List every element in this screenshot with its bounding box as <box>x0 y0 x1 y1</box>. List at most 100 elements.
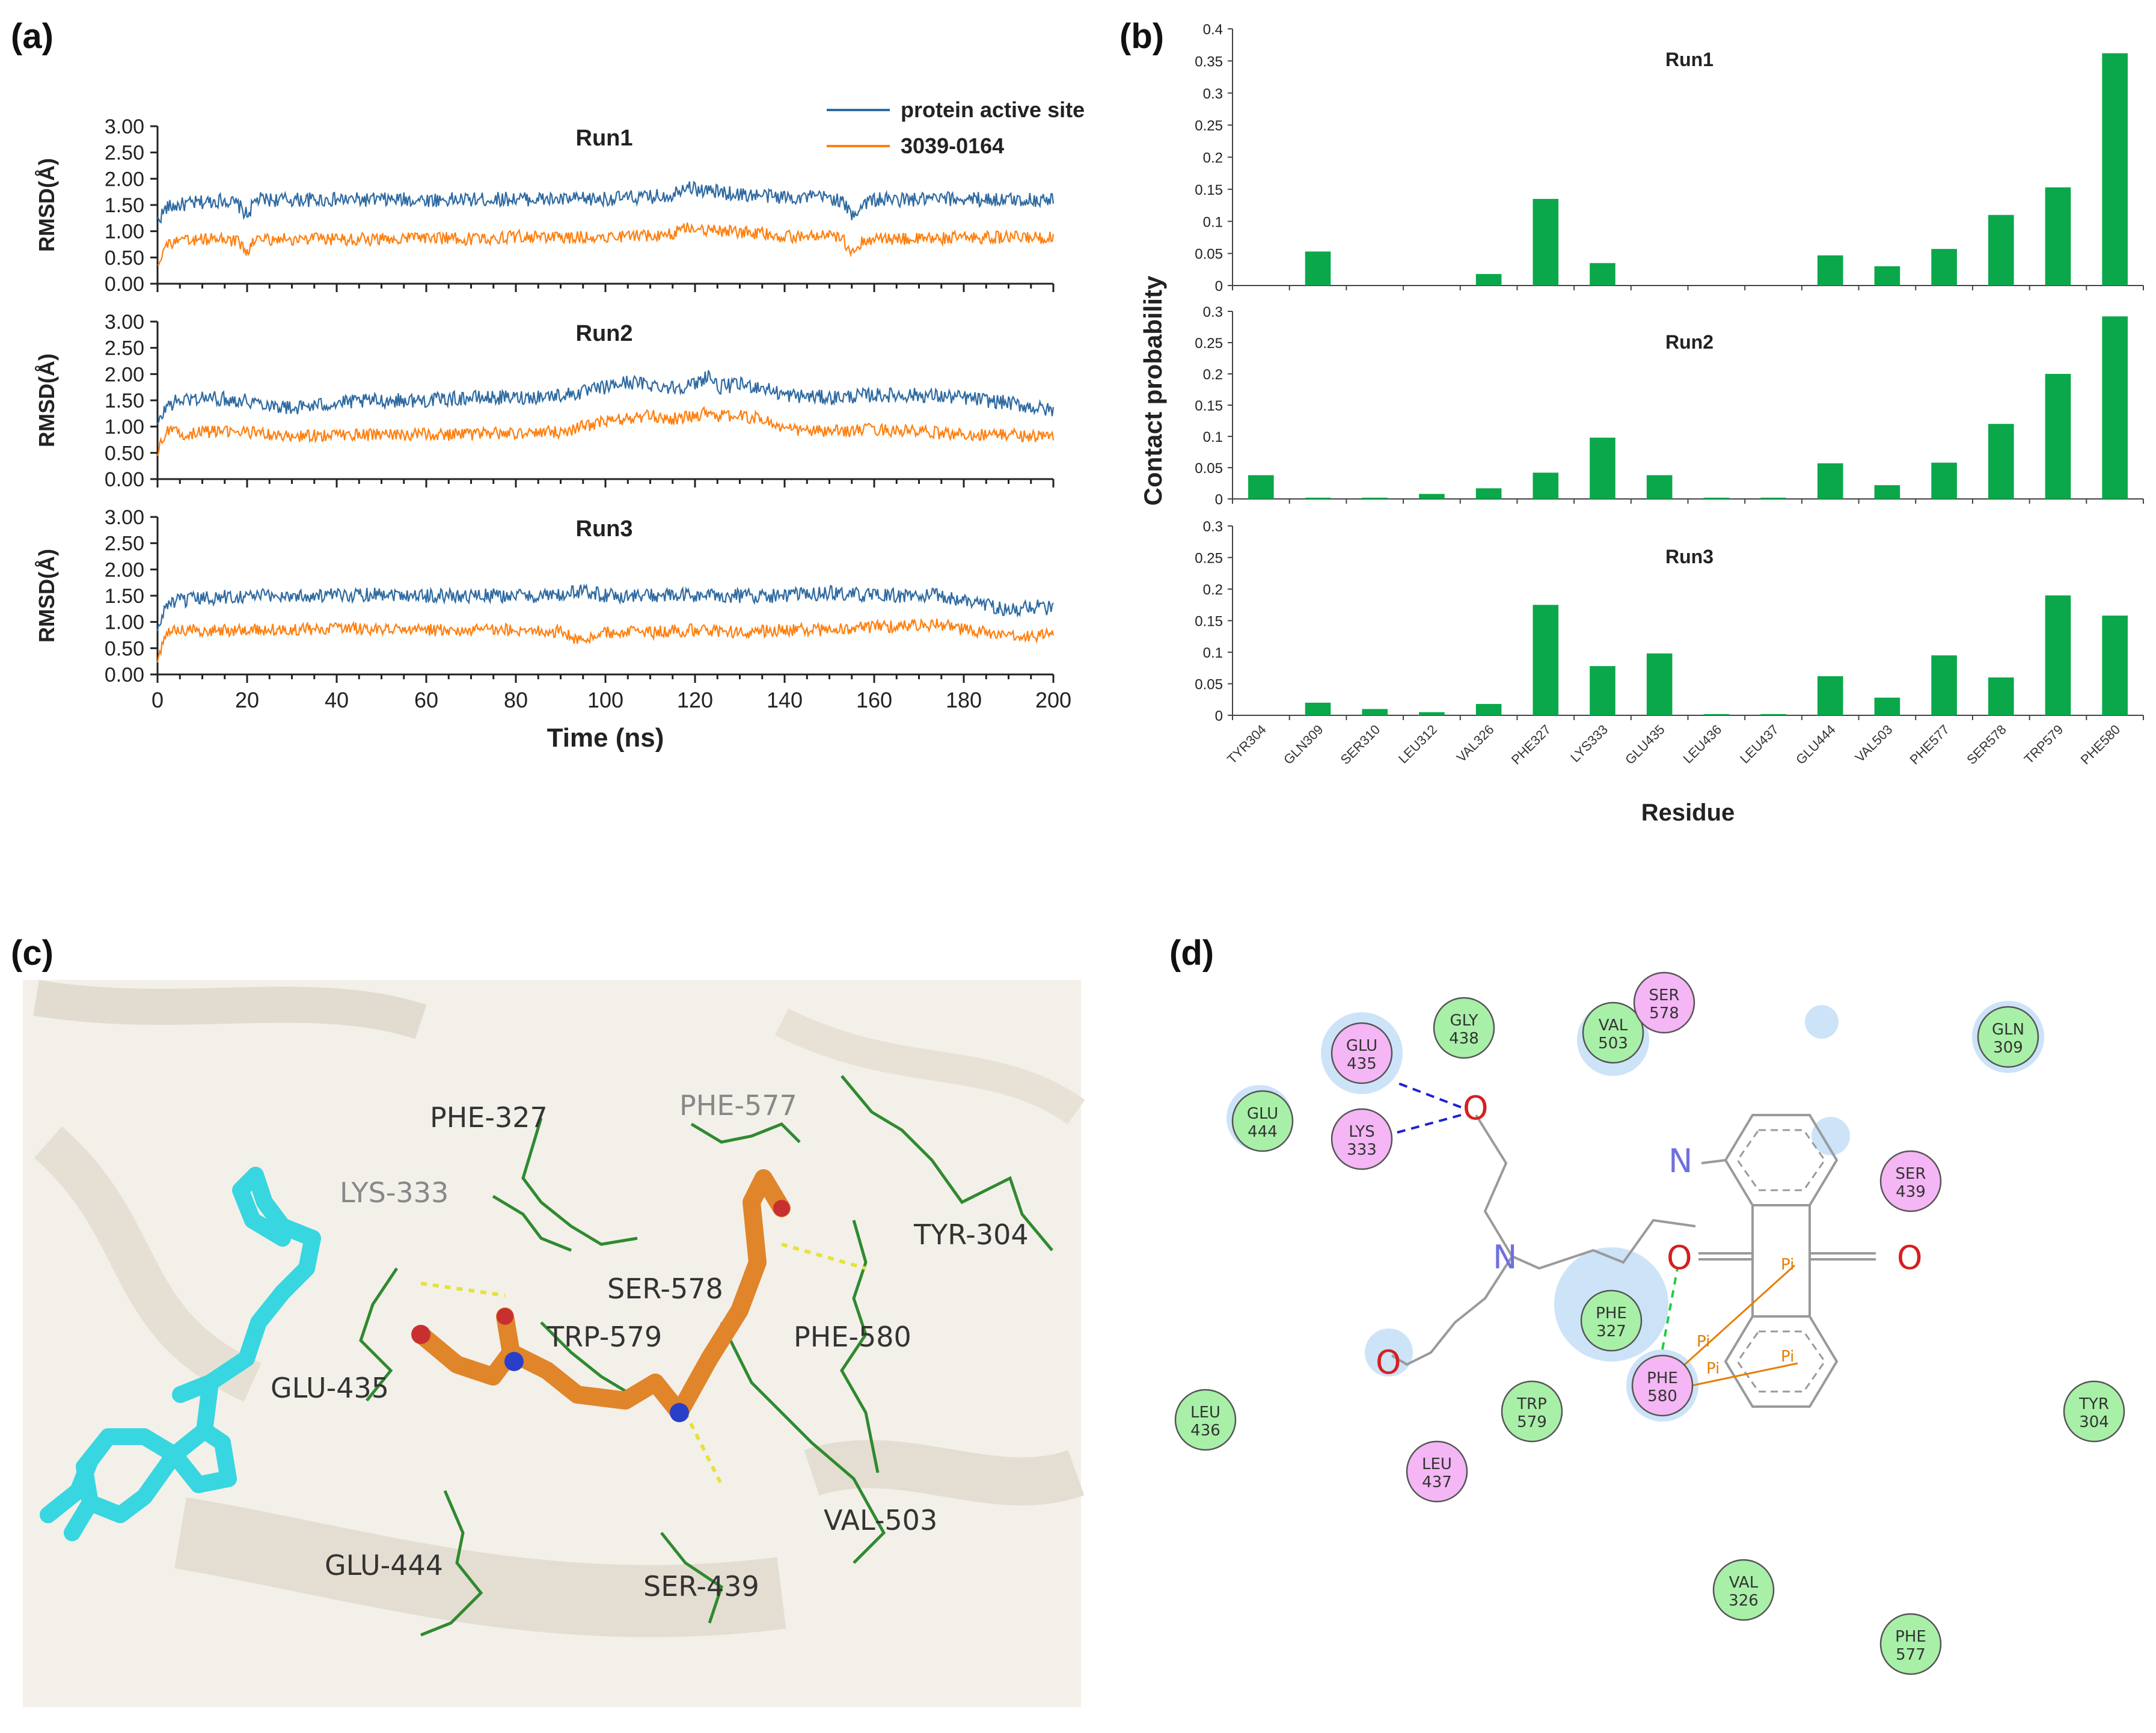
bar-gln309 <box>1305 251 1331 286</box>
y-tick-label: 0.00 <box>105 273 144 296</box>
bar-val503 <box>1874 485 1900 499</box>
rmsd-series-line <box>156 617 1055 663</box>
panel-letter-b: (b) <box>1119 17 1164 56</box>
y-tick-label: 0.3 <box>1203 519 1223 535</box>
y-tick-label: 0.2 <box>1203 582 1223 598</box>
category-label: PHE327 <box>1508 722 1554 768</box>
x-tick-label: 180 <box>946 688 982 712</box>
category-label: LEU437 <box>1737 722 1781 766</box>
nitrogen-label: N <box>1493 1238 1517 1276</box>
cyan-ligand <box>40 1167 321 1541</box>
residue-phe-577 <box>1879 1613 1942 1675</box>
bar-ser578 <box>1988 215 2014 286</box>
contact-probability-chart: 0 0.05 0.1 0.15 0.2 0.25 0.3 0.35 0.4 Run1 0 0.05 0.… <box>1139 22 2144 826</box>
bar-glu444 <box>1817 676 1843 715</box>
y-tick-label: 1.00 <box>105 416 144 439</box>
y-tick-label: 0.50 <box>105 442 144 465</box>
x-tick-label: 40 <box>325 688 349 712</box>
y-tick-label: 3.00 <box>105 506 144 529</box>
bar-phe580 <box>2102 616 2128 715</box>
residue-sticks <box>359 1075 1053 1637</box>
y-tick-label: 0.15 <box>1195 398 1223 414</box>
bar-phe327 <box>1533 198 1559 286</box>
y-tick-label: 2.50 <box>105 337 144 360</box>
y-tick-label: 1.00 <box>105 611 144 634</box>
rmsd-series-line <box>156 583 1054 631</box>
y-tick-label: 0 <box>1215 708 1223 724</box>
bar-leu312 <box>1419 494 1445 499</box>
y-tick-label: 0.05 <box>1195 246 1223 263</box>
bar-ser578 <box>1988 677 2014 715</box>
category-label: GLN309 <box>1281 722 1326 768</box>
residue-trp-579 <box>1501 1380 1563 1443</box>
y-tick-label: 0.15 <box>1195 182 1223 198</box>
bar-leu436 <box>1703 714 1730 715</box>
residue-number: 435 <box>1347 1055 1377 1073</box>
residue-name: LYS <box>1349 1123 1374 1141</box>
subplot-title: Run3 <box>576 516 633 542</box>
subplot-title: Run1 <box>576 126 633 151</box>
panel-letter-c: (c) <box>11 934 54 973</box>
hbond-green <box>1661 1268 1679 1350</box>
y-tick-label: 0 <box>1215 492 1223 508</box>
ribbon-shape <box>33 980 427 1039</box>
bar-val503 <box>1874 266 1900 286</box>
legend-label-protein: protein active site <box>901 97 1085 122</box>
category-label: LYS333 <box>1567 722 1611 765</box>
bar-phe327 <box>1533 605 1559 715</box>
bar-trp579 <box>2045 595 2071 715</box>
residue-name: TRP <box>1516 1395 1547 1413</box>
pi-label: Pi <box>1781 1256 1794 1274</box>
y-tick-label: 3.00 <box>105 311 144 334</box>
y-tick-label: 2.00 <box>105 363 144 386</box>
pi-label: Pi <box>1697 1333 1710 1351</box>
y-tick-label: 0.25 <box>1195 335 1223 352</box>
hbond-lines <box>1394 1081 1462 1134</box>
bar-phe580 <box>2102 53 2128 286</box>
y-tick-label: 0.2 <box>1203 150 1223 167</box>
category-label: TRP579 <box>2021 722 2066 767</box>
residue-name: VAL <box>1599 1016 1628 1035</box>
y-tick-label: 0.1 <box>1203 645 1223 661</box>
y-tick-label: 3.00 <box>105 115 144 138</box>
residue-name: GLU <box>1346 1037 1377 1055</box>
label-lys-333: LYS-333 <box>340 1176 449 1209</box>
bar-val326 <box>1475 274 1502 286</box>
ribbon-shape <box>804 1440 1085 1506</box>
nitrogen-atom <box>670 1403 689 1422</box>
bar-leu312 <box>1419 712 1445 715</box>
bar-glu444 <box>1817 463 1843 499</box>
residue-lys-333 <box>1331 1108 1393 1170</box>
ribbon-shape <box>174 1497 786 1637</box>
residue-number: 333 <box>1347 1141 1377 1159</box>
nitrogen-atom <box>504 1352 524 1371</box>
residue-name: GLU <box>1247 1105 1278 1123</box>
residue-number: 309 <box>1993 1039 2023 1057</box>
y-tick-label: 0.1 <box>1203 429 1223 445</box>
y-tick-label: 0.3 <box>1203 304 1223 320</box>
residue-phe-327 <box>1580 1289 1643 1352</box>
category-label: LEU312 <box>1395 722 1440 766</box>
y-tick-label: 0 <box>1215 278 1223 295</box>
nitrogen-label: N <box>1668 1142 1692 1180</box>
label-phe-327: PHE-327 <box>430 1101 548 1134</box>
y-tick-label: 0.2 <box>1203 367 1223 383</box>
oxygen-label: O <box>1667 1239 1692 1277</box>
residue-gly-438 <box>1433 997 1495 1059</box>
residue-name: LEU <box>1422 1455 1452 1473</box>
y-tick-label: 0.50 <box>105 637 144 660</box>
bar-lys333 <box>1590 263 1615 286</box>
bar-phe577 <box>1931 462 1957 499</box>
oxygen-atom <box>411 1325 430 1344</box>
bar-val326 <box>1475 704 1502 715</box>
label-glu-435: GLU-435 <box>271 1372 389 1404</box>
y-tick-label: 0.15 <box>1195 614 1223 630</box>
residue-number: 304 <box>2079 1413 2109 1431</box>
residue-val-326 <box>1712 1559 1775 1621</box>
y-tick-label: 0.05 <box>1195 460 1223 477</box>
subplot-title: Run1 <box>1665 49 1713 70</box>
residue-name: SER <box>1896 1165 1926 1183</box>
residue-number: 503 <box>1598 1035 1628 1053</box>
residue-name: GLN <box>1992 1021 2024 1039</box>
